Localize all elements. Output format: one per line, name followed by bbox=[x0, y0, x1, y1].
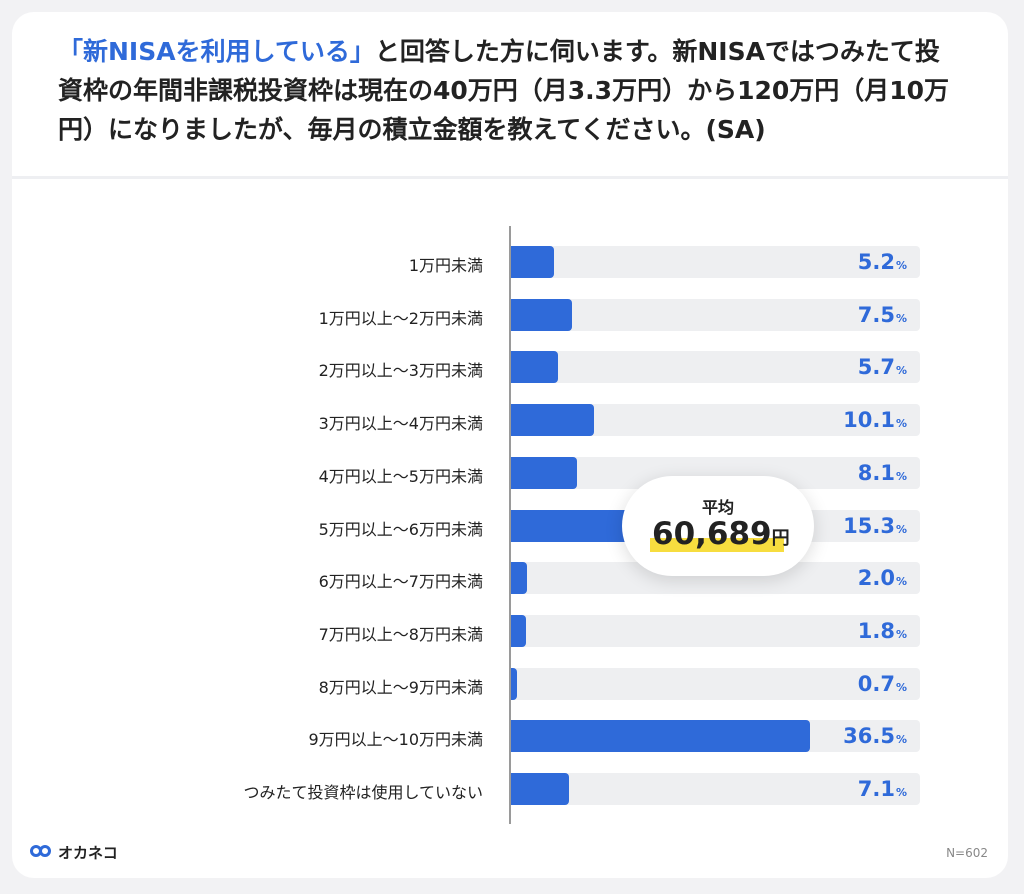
question-text: 「新NISAを利用している」と回答した方に伺います。新NISAではつみたて投資枠… bbox=[58, 32, 958, 149]
value-label: 7.1% bbox=[858, 773, 907, 809]
value-label: 0.7% bbox=[858, 668, 907, 704]
category-label: 8万円以上〜9万円未満 bbox=[318, 677, 483, 697]
bar bbox=[511, 614, 526, 647]
value-unit: % bbox=[895, 680, 907, 694]
value-unit: % bbox=[895, 627, 907, 641]
category-label: 3万円以上〜4万円未満 bbox=[318, 414, 483, 434]
category-label: 6万円以上〜7万円未満 bbox=[318, 572, 483, 592]
value-unit: % bbox=[895, 786, 907, 799]
y-axis-line bbox=[509, 226, 511, 824]
category-label: 9万円以上〜10万円未満 bbox=[308, 730, 483, 750]
category-label: 1万円未満 bbox=[408, 256, 483, 275]
bar bbox=[511, 667, 517, 700]
average-highlight-marker bbox=[650, 538, 784, 552]
bar bbox=[511, 509, 637, 542]
bar-track bbox=[511, 351, 920, 384]
brand-logo: オカネコ bbox=[30, 842, 118, 862]
value-unit: % bbox=[895, 311, 907, 325]
bar bbox=[511, 562, 528, 595]
logo-text: オカネコ bbox=[58, 843, 118, 862]
value-unit: % bbox=[895, 469, 907, 483]
value-unit: % bbox=[895, 417, 907, 431]
average-bubble: 平均 60,689円 bbox=[622, 476, 814, 576]
value-label: 1.8% bbox=[858, 615, 907, 651]
bar-track bbox=[511, 246, 920, 278]
value-label: 8.1% bbox=[858, 457, 907, 493]
question-rest: と回答した方に伺います。新NISAではつみたて投資枠の年間非課税投資枠は現在の4… bbox=[58, 37, 950, 144]
value-label: 15.3% bbox=[843, 510, 907, 546]
sample-size-label: N=602 bbox=[946, 846, 988, 860]
value-number: 2.0 bbox=[857, 566, 895, 591]
average-value: 60,689円 bbox=[652, 516, 790, 556]
value-unit: % bbox=[895, 733, 907, 747]
value-number: 7.1 bbox=[857, 777, 895, 801]
value-label: 7.5% bbox=[858, 299, 907, 335]
category-label: 7万円以上〜8万円未満 bbox=[318, 624, 483, 644]
value-unit: % bbox=[895, 522, 907, 536]
bar bbox=[511, 298, 573, 331]
category-label: 2万円以上〜3万円未満 bbox=[318, 361, 483, 381]
bar bbox=[511, 246, 554, 278]
bar bbox=[511, 404, 594, 437]
bar bbox=[511, 456, 578, 489]
value-unit: % bbox=[895, 364, 907, 378]
value-number: 15.3 bbox=[843, 513, 895, 538]
category-label: 1万円以上〜2万円未満 bbox=[318, 308, 483, 328]
value-number: 1.8 bbox=[857, 618, 895, 643]
category-label: 5万円以上〜6万円未満 bbox=[318, 519, 483, 539]
header-divider bbox=[12, 176, 1008, 179]
value-number: 10.1 bbox=[843, 408, 895, 433]
bar bbox=[511, 720, 810, 753]
average-number: 60,689 bbox=[652, 516, 772, 552]
bar-track bbox=[511, 298, 920, 331]
average-title: 平均 bbox=[701, 498, 734, 517]
value-label: 36.5% bbox=[843, 720, 907, 756]
value-number: 36.5 bbox=[843, 724, 895, 749]
question-highlight: 「新NISAを利用している」 bbox=[58, 37, 375, 66]
value-number: 7.5 bbox=[857, 302, 895, 327]
bar-track bbox=[511, 773, 920, 805]
value-label: 5.7% bbox=[858, 351, 907, 387]
value-label: 2.0% bbox=[858, 562, 907, 598]
value-number: 5.7 bbox=[857, 355, 895, 380]
value-unit: % bbox=[895, 259, 907, 272]
category-label: 4万円以上〜5万円未満 bbox=[318, 466, 483, 486]
value-label: 10.1% bbox=[843, 404, 907, 440]
value-number: 8.1 bbox=[857, 460, 895, 485]
value-label: 5.2% bbox=[858, 246, 907, 282]
bar bbox=[511, 351, 558, 384]
bar-track bbox=[511, 667, 920, 700]
category-label: つみたて投資枠は使用していない bbox=[243, 783, 483, 802]
value-number: 0.7 bbox=[857, 671, 895, 696]
bar-track bbox=[511, 614, 920, 647]
average-unit: 円 bbox=[771, 528, 790, 549]
value-unit: % bbox=[895, 575, 907, 589]
logo-icon bbox=[30, 845, 52, 859]
bar bbox=[511, 773, 570, 805]
value-number: 5.2 bbox=[857, 250, 895, 274]
